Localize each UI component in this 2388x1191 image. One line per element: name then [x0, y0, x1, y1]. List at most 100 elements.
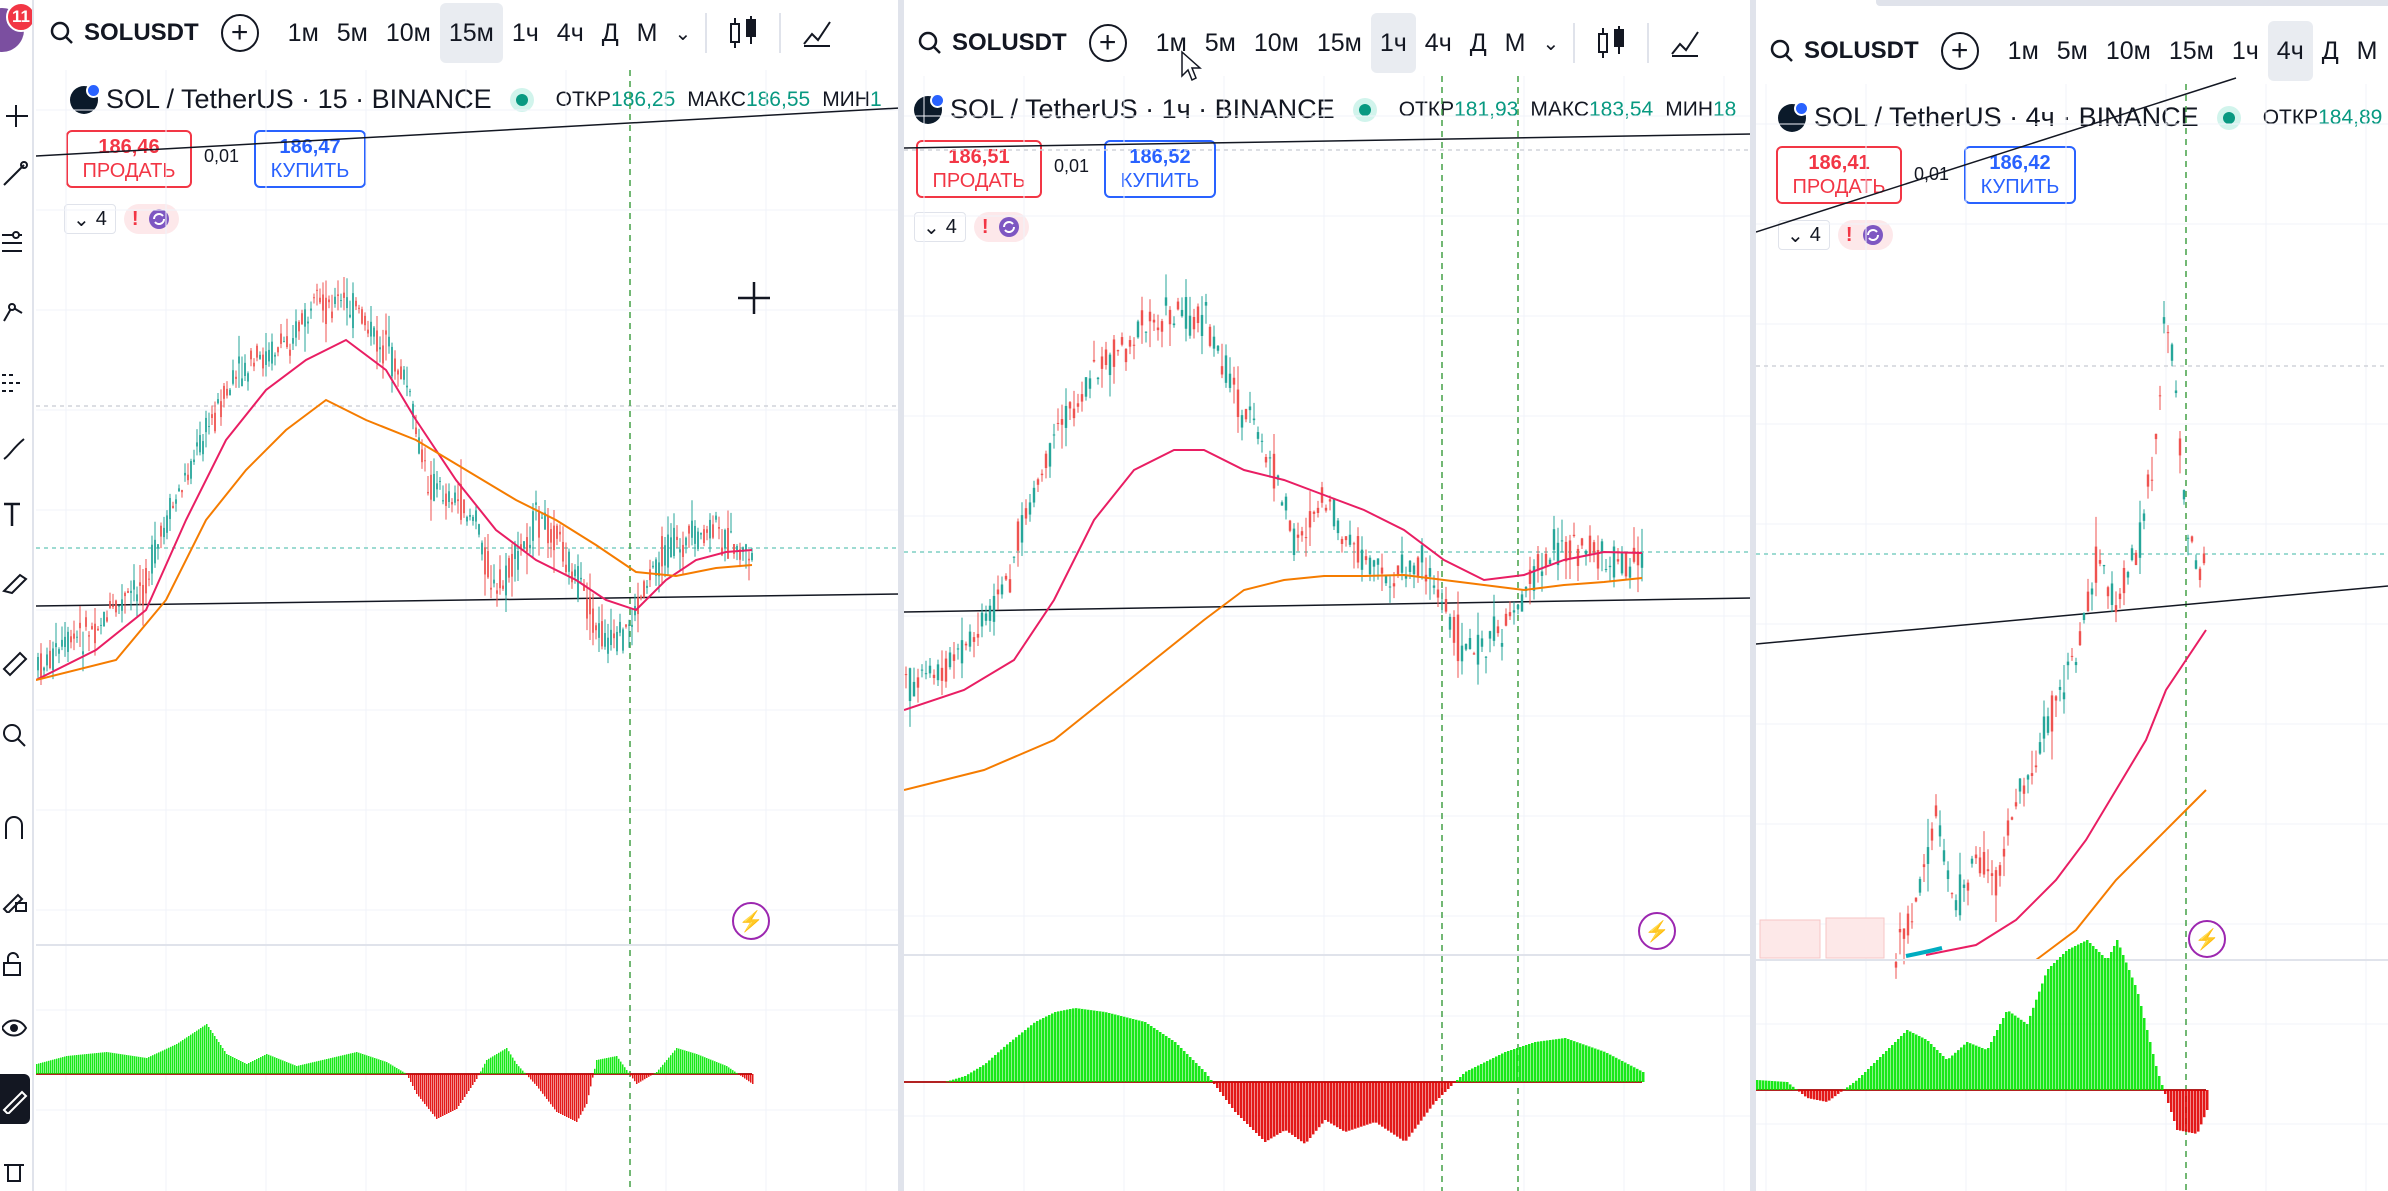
symbol-search[interactable]: SOLUSDT	[904, 13, 1085, 73]
candle-body	[1264, 456, 1268, 463]
symbol-legend[interactable]: SOL / TetherUS · 1ч · BINANCE ОТКР181,93…	[914, 92, 1748, 125]
histogram-bar	[1876, 1060, 1879, 1090]
text-tool[interactable]	[0, 494, 30, 534]
interval-1h[interactable]: 1ч	[1370, 13, 1416, 73]
delete-tool[interactable]	[0, 1150, 30, 1190]
fib-tool[interactable]	[0, 222, 30, 262]
histogram-bar	[1606, 1053, 1609, 1082]
zoom-tool[interactable]	[0, 716, 30, 756]
interval-15m[interactable]: 15м	[2168, 36, 2214, 65]
pattern-tool[interactable]	[0, 292, 30, 332]
buy-button[interactable]: 186,47 КУПИТЬ	[254, 130, 366, 188]
histogram-bar	[362, 1054, 364, 1074]
interval-15m[interactable]: 15м	[439, 3, 503, 63]
hide-tool[interactable]	[0, 1008, 30, 1048]
chart-type-button[interactable]	[713, 3, 773, 63]
chart-type-button[interactable]	[1581, 13, 1641, 73]
histogram-bar	[1432, 1082, 1435, 1105]
indicators-button[interactable]	[1655, 13, 1715, 73]
lock-tool[interactable]	[0, 944, 30, 984]
buy-button[interactable]: 186,42 КУПИТЬ	[1964, 146, 2076, 204]
interval-1m[interactable]: 1м	[287, 18, 319, 47]
interval-10m[interactable]: 10м	[385, 18, 431, 47]
interval-dropdown[interactable]: ⌄	[674, 22, 692, 45]
price-chart[interactable]	[36, 0, 900, 1191]
candle-body	[460, 484, 462, 520]
indicators-toggle[interactable]: ⌄ 4	[914, 212, 966, 242]
histogram-bar	[1924, 1039, 1927, 1090]
indicators-toggle[interactable]: ⌄ 4	[1778, 220, 1830, 250]
candle-body	[1068, 402, 1072, 409]
symbol-search[interactable]: SOLUSDT	[36, 3, 217, 63]
high-value: 183,54	[1589, 97, 1654, 121]
interval-5m[interactable]: 5м	[1204, 28, 1236, 57]
pane-separator[interactable]	[1750, 0, 1758, 1191]
icon-tool[interactable]	[0, 562, 30, 602]
alerts-bolt-icon[interactable]: ⚡	[1638, 912, 1676, 950]
interval-4h[interactable]: 4ч	[2267, 21, 2313, 81]
histogram-bar	[536, 1074, 538, 1086]
candle-body	[1396, 565, 1400, 576]
ma-fast-line	[1925, 629, 2207, 956]
interval-dropdown[interactable]: ⌄	[1542, 32, 1560, 55]
indicator-warning[interactable]: !	[973, 212, 1029, 242]
interval-5m[interactable]: 5м	[2056, 36, 2088, 65]
interval-m[interactable]: М	[1504, 28, 1526, 57]
histogram-bar	[612, 1056, 614, 1074]
interval-1h[interactable]: 1ч	[511, 18, 539, 47]
indicators-toggle[interactable]: ⌄ 4	[64, 204, 116, 234]
price-chart[interactable]	[1756, 0, 2388, 1191]
candle-body	[319, 297, 321, 303]
pane-separator[interactable]	[898, 0, 906, 1191]
interval-m[interactable]: М	[636, 18, 658, 47]
alerts-bolt-icon[interactable]: ⚡	[2188, 920, 2226, 958]
projection-tool[interactable]	[0, 362, 30, 402]
candle-body	[1240, 415, 1244, 428]
histogram-bar	[182, 1040, 184, 1074]
interval-10m[interactable]: 10м	[2105, 36, 2151, 65]
candle-body	[1216, 345, 1220, 351]
crosshair-tool[interactable]	[0, 96, 30, 136]
histogram-bar	[64, 1056, 66, 1074]
interval-d[interactable]: Д	[2321, 36, 2339, 65]
price-chart[interactable]	[904, 0, 1752, 1191]
histogram-bar	[1819, 1090, 1822, 1101]
histogram-bar	[572, 1074, 574, 1120]
interval-10m[interactable]: 10м	[1253, 28, 1299, 57]
chart-pane-1h: SOLUSDT + 1м 5м 10м 15м 1ч 4ч Д М ⌄ SOL …	[904, 0, 1752, 1191]
interval-1m[interactable]: 1м	[2007, 36, 2039, 65]
trash-icon	[4, 1164, 24, 1182]
histogram-bar	[2101, 955, 2104, 1090]
compare-add-button[interactable]: +	[220, 14, 259, 52]
brush-tool[interactable]	[0, 428, 30, 468]
indicators-button[interactable]	[787, 3, 847, 63]
interval-d[interactable]: Д	[601, 18, 619, 47]
favorites-tool[interactable]	[0, 1074, 30, 1124]
candle-body	[616, 631, 618, 652]
compare-add-button[interactable]: +	[1088, 24, 1127, 62]
interval-m[interactable]: М	[2356, 36, 2378, 65]
interval-5m[interactable]: 5м	[336, 18, 368, 47]
ruler-tool[interactable]	[0, 642, 30, 682]
magnet-tool[interactable]	[0, 808, 30, 848]
indicator-warning[interactable]: !	[1837, 220, 1893, 250]
interval-15m[interactable]: 15м	[1316, 28, 1362, 57]
interval-4h[interactable]: 4ч	[556, 18, 584, 47]
sell-button[interactable]: 186,46 ПРОДАТЬ	[66, 130, 192, 188]
interval-4h[interactable]: 4ч	[1424, 28, 1452, 57]
lock-drawings-tool[interactable]	[0, 878, 30, 918]
interval-1h[interactable]: 1ч	[2231, 36, 2259, 65]
candle-body	[88, 635, 90, 637]
compare-add-button[interactable]: +	[1940, 32, 1979, 70]
sell-button[interactable]: 186,41 ПРОДАТЬ	[1776, 146, 1902, 204]
indicator-warning[interactable]: !	[123, 204, 179, 234]
symbol-legend[interactable]: SOL / TetherUS · 4ч · BINANCE ОТКР184,89	[1778, 100, 2388, 133]
alerts-bolt-icon[interactable]: ⚡	[732, 902, 770, 940]
symbol-legend[interactable]: SOL / TetherUS · 15 · BINANCE ОТКР186,25…	[70, 82, 894, 115]
interval-d[interactable]: Д	[1469, 28, 1487, 57]
spread-value: 0,01	[204, 146, 240, 166]
trend-line-tool[interactable]	[0, 154, 30, 194]
symbol-search[interactable]: SOLUSDT	[1756, 21, 1937, 81]
histogram-bar	[1297, 1082, 1300, 1140]
candle-body	[631, 624, 633, 627]
